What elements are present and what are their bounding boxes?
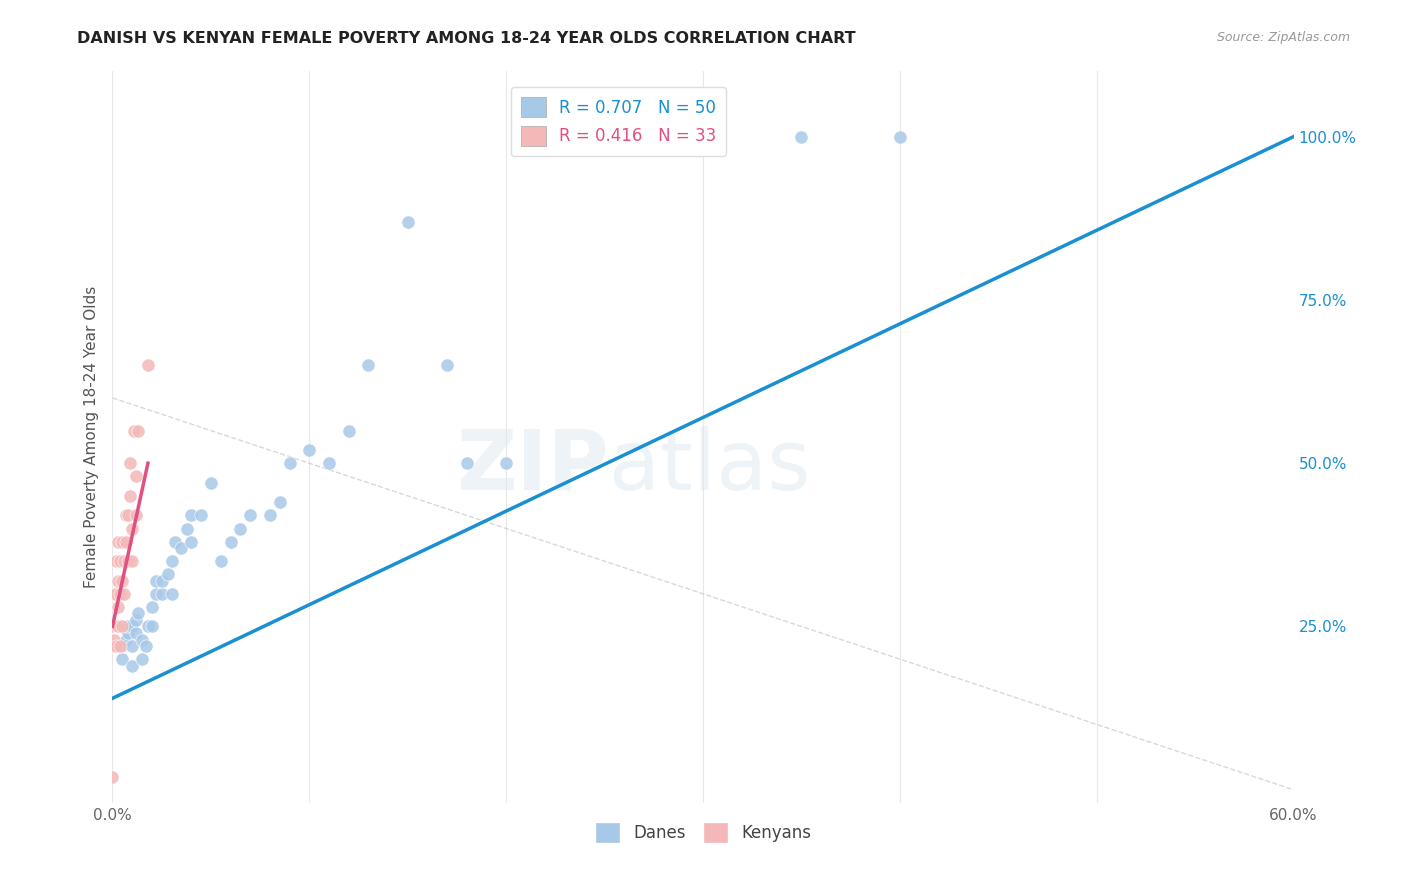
Point — [180, 508, 202, 523]
Point — [117, 619, 139, 633]
Y-axis label: Female Poverty Among 18-24 Year Olds: Female Poverty Among 18-24 Year Olds — [83, 286, 98, 588]
Legend: Danes, Kenyans: Danes, Kenyans — [589, 815, 817, 849]
Point — [136, 358, 159, 372]
Point — [219, 534, 242, 549]
Point — [127, 424, 149, 438]
Point — [278, 456, 301, 470]
Point — [136, 619, 159, 633]
Point — [125, 613, 148, 627]
Point — [141, 619, 163, 633]
Point — [107, 599, 129, 614]
Point — [107, 534, 129, 549]
Point — [101, 619, 124, 633]
Point — [120, 456, 142, 470]
Point — [115, 508, 138, 523]
Point — [110, 639, 132, 653]
Point — [105, 587, 128, 601]
Point — [112, 587, 135, 601]
Point — [593, 129, 616, 144]
Point — [101, 770, 124, 784]
Point — [209, 554, 232, 568]
Point — [121, 554, 143, 568]
Point — [115, 534, 138, 549]
Point — [318, 456, 340, 470]
Point — [165, 534, 187, 549]
Point — [105, 554, 128, 568]
Point — [117, 626, 139, 640]
Point — [889, 129, 911, 144]
Point — [141, 599, 163, 614]
Point — [120, 489, 142, 503]
Point — [156, 567, 179, 582]
Point — [150, 574, 173, 588]
Point — [131, 652, 153, 666]
Point — [111, 534, 134, 549]
Point — [101, 639, 124, 653]
Point — [495, 456, 517, 470]
Point — [125, 508, 148, 523]
Point — [111, 619, 134, 633]
Point — [122, 424, 145, 438]
Point — [121, 619, 143, 633]
Point — [298, 443, 321, 458]
Point — [125, 626, 148, 640]
Point — [111, 652, 134, 666]
Point — [110, 554, 132, 568]
Point — [117, 508, 139, 523]
Text: atlas: atlas — [609, 425, 810, 507]
Point — [229, 521, 252, 535]
Point — [160, 554, 183, 568]
Point — [170, 541, 193, 555]
Text: Source: ZipAtlas.com: Source: ZipAtlas.com — [1216, 31, 1350, 45]
Point — [127, 607, 149, 621]
Point — [111, 574, 134, 588]
Point — [176, 521, 198, 535]
Point — [160, 587, 183, 601]
Point — [121, 521, 143, 535]
Point — [135, 639, 157, 653]
Text: DANISH VS KENYAN FEMALE POVERTY AMONG 18-24 YEAR OLDS CORRELATION CHART: DANISH VS KENYAN FEMALE POVERTY AMONG 18… — [77, 31, 856, 46]
Point — [103, 587, 125, 601]
Point — [436, 358, 458, 372]
Point — [125, 469, 148, 483]
Point — [337, 424, 360, 438]
Point — [269, 495, 291, 509]
Point — [112, 554, 135, 568]
Point — [107, 619, 129, 633]
Point — [790, 129, 813, 144]
Point — [692, 129, 714, 144]
Text: ZIP: ZIP — [456, 425, 609, 507]
Point — [150, 587, 173, 601]
Point — [180, 534, 202, 549]
Point — [105, 639, 128, 653]
Point — [111, 639, 134, 653]
Point — [456, 456, 478, 470]
Point — [145, 574, 167, 588]
Point — [190, 508, 212, 523]
Point — [145, 587, 167, 601]
Point — [357, 358, 380, 372]
Point — [107, 574, 129, 588]
Point — [115, 632, 138, 647]
Point — [259, 508, 281, 523]
Point — [121, 639, 143, 653]
Point — [131, 632, 153, 647]
Point — [103, 632, 125, 647]
Point — [239, 508, 262, 523]
Point — [110, 587, 132, 601]
Point — [117, 554, 139, 568]
Point — [200, 475, 222, 490]
Point — [396, 214, 419, 228]
Point — [121, 658, 143, 673]
